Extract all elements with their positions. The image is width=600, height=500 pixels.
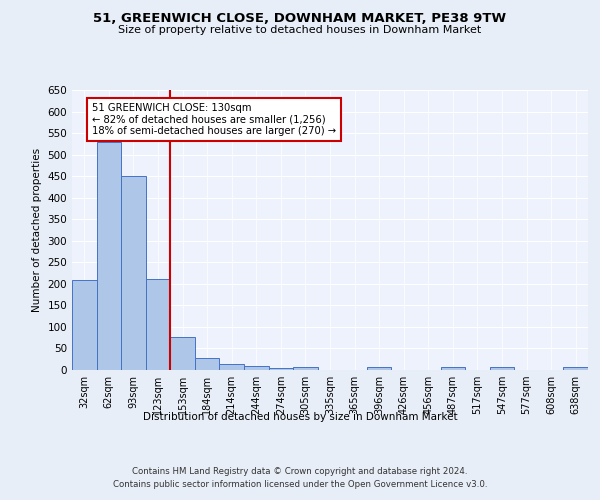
Bar bbox=[367, 368, 391, 370]
Bar bbox=[195, 358, 220, 370]
Text: Distribution of detached houses by size in Downham Market: Distribution of detached houses by size … bbox=[143, 412, 457, 422]
Bar bbox=[121, 176, 146, 370]
Bar bbox=[440, 367, 465, 370]
Bar bbox=[220, 364, 244, 370]
Bar bbox=[269, 368, 293, 370]
Bar bbox=[72, 280, 97, 370]
Bar bbox=[563, 368, 588, 370]
Bar bbox=[490, 368, 514, 370]
Bar bbox=[170, 337, 195, 370]
Text: 51, GREENWICH CLOSE, DOWNHAM MARKET, PE38 9TW: 51, GREENWICH CLOSE, DOWNHAM MARKET, PE3… bbox=[94, 12, 506, 26]
Text: 51 GREENWICH CLOSE: 130sqm
← 82% of detached houses are smaller (1,256)
18% of s: 51 GREENWICH CLOSE: 130sqm ← 82% of deta… bbox=[92, 103, 336, 136]
Y-axis label: Number of detached properties: Number of detached properties bbox=[32, 148, 42, 312]
Text: Contains public sector information licensed under the Open Government Licence v3: Contains public sector information licen… bbox=[113, 480, 487, 489]
Bar bbox=[244, 366, 269, 370]
Text: Contains HM Land Registry data © Crown copyright and database right 2024.: Contains HM Land Registry data © Crown c… bbox=[132, 468, 468, 476]
Bar bbox=[146, 278, 170, 370]
Bar bbox=[293, 367, 318, 370]
Text: Size of property relative to detached houses in Downham Market: Size of property relative to detached ho… bbox=[118, 25, 482, 35]
Bar bbox=[97, 142, 121, 370]
